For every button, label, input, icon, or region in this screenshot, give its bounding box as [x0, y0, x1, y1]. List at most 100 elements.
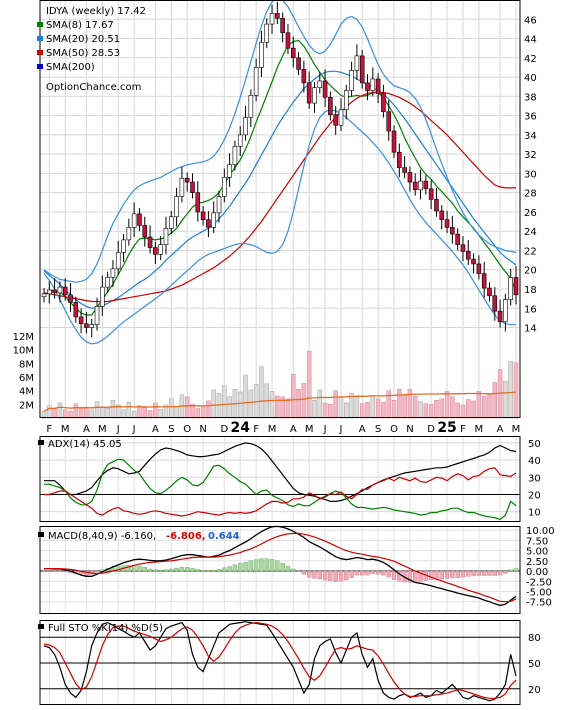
candle-body: [57, 286, 63, 294]
candle-body: [301, 69, 307, 84]
candle-body: [497, 310, 503, 323]
macd-histogram-bar: [179, 567, 185, 572]
x-tick-label: F: [460, 424, 466, 435]
macd-histogram-bar: [227, 566, 232, 572]
x-tick-label: S: [375, 424, 381, 435]
sto-title: Full STO %K(14) %D(5): [48, 623, 163, 634]
x-tick-label: M: [98, 424, 107, 435]
legend-entry: SMA(8) 17.67: [46, 20, 114, 31]
candle-body: [94, 306, 100, 325]
candle-body: [455, 233, 460, 245]
macd-histogram-bar: [222, 567, 227, 572]
adx-tick-label: 40: [528, 456, 541, 467]
x-tick-label: 24: [230, 420, 250, 436]
volume-tick-label: 8M: [19, 359, 34, 370]
legend-swatch: [37, 36, 43, 41]
macd-histogram-bar: [306, 570, 312, 578]
macd-histogram-bar: [126, 565, 132, 572]
macd-histogram-bar: [238, 563, 243, 572]
macd-tick-label: -7.50: [526, 598, 552, 609]
x-tick-label: F: [253, 424, 259, 435]
candle-body: [259, 42, 264, 68]
macd-histogram-bar: [253, 559, 259, 572]
candle-body: [100, 286, 105, 307]
price-tick-label: 22: [524, 246, 537, 257]
sto-tick-label: 80: [528, 633, 541, 644]
macd-histogram-bar: [370, 570, 375, 575]
macd-histogram-bar: [243, 562, 248, 572]
macd-histogram-bar: [508, 569, 513, 572]
sto-tick-label: 20: [528, 685, 541, 696]
macd-histogram-bar: [116, 565, 121, 572]
legend-swatch: [38, 532, 44, 537]
macd-histogram-bar: [248, 560, 254, 572]
macd-histogram-bar: [460, 570, 466, 578]
price-tick-label: 40: [524, 73, 537, 84]
macd-histogram-bar: [147, 568, 153, 572]
volume-bar: [52, 408, 57, 419]
macd-histogram-bar: [291, 568, 296, 572]
panel-frame: [39, 436, 521, 522]
volume-bar: [237, 391, 243, 419]
macd-title: MACD(8,40,9) -6.160,: [48, 531, 156, 542]
macd-histogram-bar: [487, 570, 492, 576]
macd-histogram-bar: [269, 558, 275, 572]
legend-entry: SMA(200): [46, 62, 95, 73]
x-tick-label: S: [168, 424, 174, 435]
price-tick-label: 16: [524, 304, 537, 315]
candle-body: [306, 82, 312, 104]
candle-body: [184, 177, 190, 183]
volume-bar: [359, 403, 365, 419]
macd-histogram-bar: [328, 570, 333, 582]
volume-bar: [492, 382, 498, 419]
x-tick-label: A: [152, 424, 159, 435]
adx-tick-label: 50: [528, 439, 541, 450]
price-tick-label: 36: [524, 112, 537, 123]
candle-body: [163, 228, 169, 245]
macd-histogram-bar: [413, 570, 418, 583]
macd-histogram-bar: [47, 570, 52, 572]
adx-tick-label: 20: [528, 490, 541, 501]
candle-body: [312, 87, 317, 104]
candle-body: [492, 295, 498, 312]
x-tick-label: M: [512, 424, 521, 435]
volume-bar: [301, 382, 307, 419]
candle-body: [434, 199, 439, 212]
macd-histogram-bar: [264, 558, 269, 572]
candle-body: [423, 180, 429, 190]
volume-bar: [444, 391, 450, 419]
volume-bar: [195, 408, 201, 419]
x-tick-label: M: [61, 424, 70, 435]
macd-histogram-bar: [375, 570, 381, 575]
candle-body: [73, 302, 79, 318]
x-tick-label: A: [497, 424, 504, 435]
volume-bar: [386, 390, 391, 419]
macd-histogram-bar: [216, 569, 222, 572]
candle-body: [386, 111, 392, 132]
volume-bar: [200, 406, 206, 419]
volume-bar: [248, 389, 254, 419]
adx-tick-label: 30: [528, 473, 541, 484]
volume-bar: [147, 410, 153, 419]
candle-body: [137, 213, 142, 226]
volume-bar: [100, 406, 105, 419]
volume-bar: [110, 399, 116, 419]
adx-series-adx: [44, 442, 517, 502]
volume-bar: [216, 393, 222, 419]
x-tick-label: M: [475, 424, 484, 435]
macd-tick-label: 5.00: [526, 547, 548, 558]
macd-histogram-bar: [471, 570, 476, 577]
candle-body: [322, 80, 328, 98]
adx-series-di: [44, 467, 517, 517]
macd-histogram-bar: [476, 570, 482, 576]
candle-body: [41, 293, 47, 298]
x-tick-label: A: [290, 424, 297, 435]
volume-bar: [312, 399, 317, 419]
x-tick-label: 25: [437, 420, 456, 436]
volume-bar: [142, 407, 148, 419]
x-tick-label: A: [359, 424, 366, 435]
volume-bar: [222, 385, 227, 419]
candle-body: [84, 323, 89, 328]
price-tick-label: 14: [524, 324, 537, 335]
